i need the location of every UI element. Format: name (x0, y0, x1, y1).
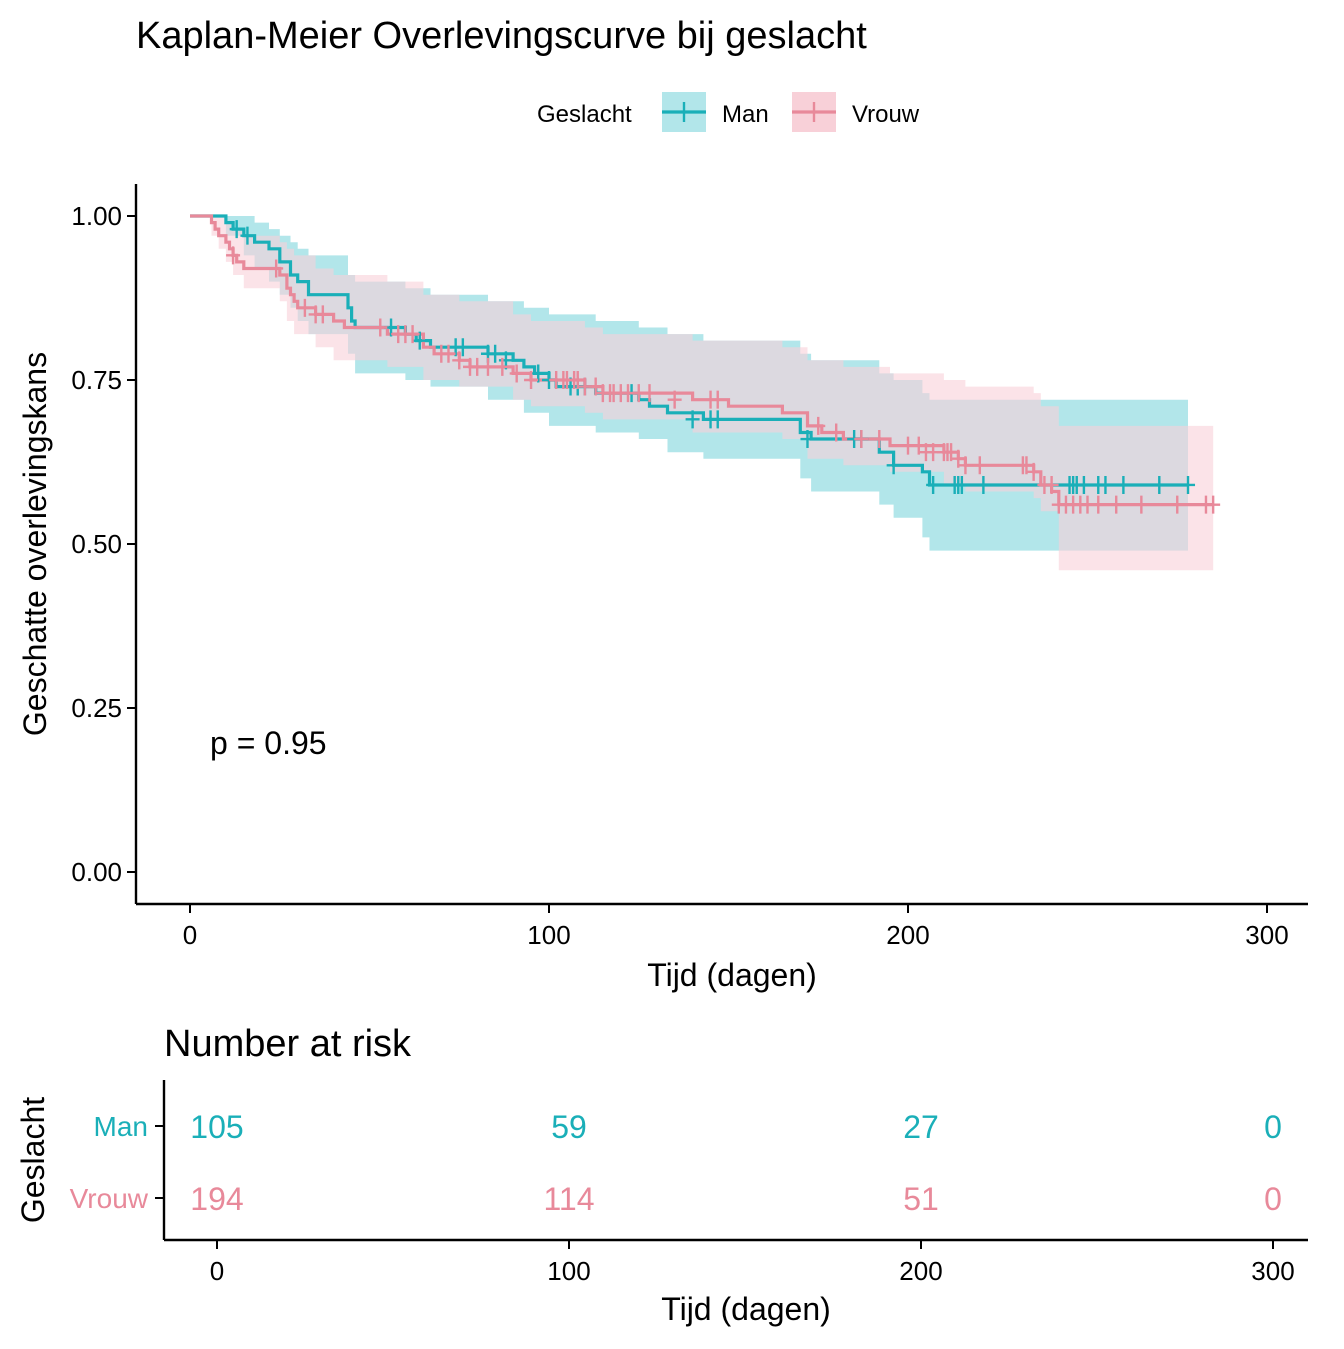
legend: Geslacht Man Vrouw (537, 92, 920, 132)
y-tick-label: 0.75 (71, 365, 122, 395)
censor-mark (1076, 475, 1091, 494)
censor-mark (886, 456, 901, 475)
censor-mark (1109, 495, 1124, 514)
censor-mark (667, 390, 682, 409)
risk-row-label-man: Man (94, 1111, 148, 1142)
y-tick-label: 0.50 (71, 529, 122, 559)
risk-count: 105 (190, 1109, 243, 1145)
y-tick-label: 1.00 (71, 201, 122, 231)
main-plot: 0.00 0.25 0.50 0.75 1.00 0 100 200 300 Tijd (dage… (17, 184, 1308, 993)
x-tick-label: 300 (1245, 920, 1288, 950)
risk-y-axis-title: Geslacht (15, 1097, 51, 1223)
censor-mark (954, 475, 969, 494)
censor-mark (685, 410, 700, 429)
censor-mark (976, 475, 991, 494)
censor-mark (926, 475, 941, 494)
censor-mark (811, 416, 826, 435)
censor-mark (240, 226, 255, 245)
risk-x-tick-label: 300 (1251, 1256, 1294, 1286)
censor-mark (495, 357, 510, 376)
censor-mark (1026, 462, 1041, 481)
censor-mark (1134, 495, 1149, 514)
censor-mark (373, 318, 388, 337)
risk-count: 27 (903, 1109, 939, 1145)
censor-mark (315, 305, 330, 324)
censor-mark (452, 351, 467, 370)
censor-mark (1098, 475, 1113, 494)
censor-mark (1170, 495, 1185, 514)
risk-count: 114 (543, 1181, 594, 1217)
censor-mark (509, 364, 524, 383)
y-tick-label: 0.25 (71, 693, 122, 723)
x-tick-label: 100 (527, 920, 570, 950)
censor-mark (800, 430, 815, 449)
risk-count: 59 (551, 1109, 587, 1145)
censor-mark (710, 410, 725, 429)
censor-mark (531, 364, 546, 383)
censor-mark (1206, 495, 1221, 514)
x-axis-title: Tijd (dagen) (647, 957, 817, 993)
risk-count: 194 (190, 1181, 243, 1217)
censor-mark (1091, 495, 1106, 514)
legend-label-man: Man (722, 101, 769, 128)
censor-mark (1152, 475, 1167, 494)
risk-x-tick-label: 200 (899, 1256, 942, 1286)
legend-title: Geslacht (537, 101, 632, 128)
chart-title: Kaplan-Meier Overlevingscurve bij geslac… (136, 15, 867, 57)
censor-mark (1181, 475, 1196, 494)
risk-table: Man 105 59 27 0 Vrouw 194 114 51 0 0 100 200 300 Tijd … (15, 1080, 1308, 1327)
censor-mark (588, 377, 603, 396)
risk-row-label-vrouw: Vrouw (70, 1183, 149, 1214)
risk-count: 0 (1264, 1109, 1282, 1145)
censor-mark (1044, 475, 1059, 494)
censor-mark (488, 344, 503, 363)
y-axis-title: Geschatte overlevingskans (17, 352, 53, 736)
censor-mark (405, 325, 420, 344)
censor-mark (524, 371, 539, 389)
censor-mark (226, 246, 241, 265)
censor-mark (854, 430, 869, 449)
censor-mark (229, 220, 244, 239)
censor-mark (412, 331, 427, 350)
censor-mark (911, 436, 926, 455)
x-tick-label: 200 (886, 920, 929, 950)
censor-mark (480, 357, 495, 376)
risk-count: 51 (903, 1181, 939, 1217)
censor-mark (951, 449, 966, 468)
censor-mark (944, 443, 959, 462)
censor-marks-vrouw (226, 246, 1221, 514)
censor-mark (1019, 456, 1034, 475)
censor-mark (642, 384, 657, 403)
censor-mark (972, 456, 987, 475)
y-tick-label: 0.00 (71, 857, 122, 887)
legend-label-vrouw: Vrouw (852, 101, 920, 128)
risk-x-tick-label: 0 (210, 1256, 224, 1286)
censor-mark (1116, 475, 1131, 494)
censor-mark (570, 371, 585, 389)
risk-x-tick-label: 100 (547, 1256, 590, 1286)
censor-mark (297, 298, 312, 317)
risk-count: 0 (1264, 1181, 1282, 1217)
x-tick-label: 0 (183, 920, 197, 950)
censor-mark (441, 344, 456, 363)
censor-mark (958, 456, 973, 475)
censor-mark (269, 259, 284, 278)
risk-x-axis-title: Tijd (dagen) (661, 1291, 831, 1327)
risk-table-title: Number at risk (164, 1023, 412, 1065)
censor-mark (455, 338, 470, 357)
censor-mark (710, 390, 725, 409)
p-value-annotation: p = 0.95 (210, 725, 327, 761)
censor-mark (872, 430, 887, 449)
censor-mark (829, 423, 844, 442)
